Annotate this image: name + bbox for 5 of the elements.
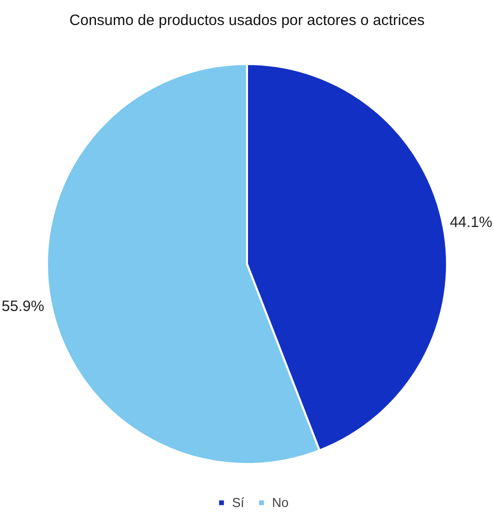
chart-title: Consumo de productos usados por actores o actrices — [69, 12, 425, 29]
legend-label: No — [272, 494, 289, 510]
data-label: 44.1% — [450, 214, 492, 231]
data-label: 55.9% — [2, 298, 44, 316]
legend-label: Sí — [232, 494, 245, 510]
